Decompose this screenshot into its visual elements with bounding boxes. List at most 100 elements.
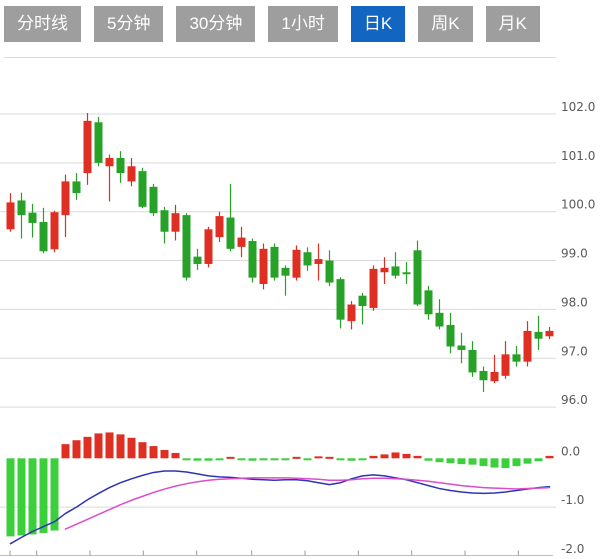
candle-body	[50, 212, 59, 250]
candle-body	[116, 157, 125, 174]
macd-axis-label: -2.0	[561, 542, 584, 556]
candle-body	[94, 122, 103, 163]
candle-body	[281, 267, 290, 276]
candle-body	[336, 279, 345, 320]
macd-bar	[226, 456, 235, 459]
candle-body	[325, 260, 334, 283]
macd-bar	[28, 458, 37, 535]
macd-bar	[160, 450, 169, 459]
tab-30min[interactable]: 30分钟	[176, 6, 256, 42]
macd-bar	[259, 458, 268, 461]
macd-bar	[457, 458, 466, 465]
macd-bar	[39, 458, 48, 533]
candle-body	[149, 186, 158, 214]
candle-body	[292, 249, 301, 278]
candle-body	[347, 304, 356, 322]
macd-bar	[424, 458, 433, 461]
macd-bar	[138, 442, 147, 459]
macd-bar	[468, 458, 477, 465]
macd-bar	[303, 458, 312, 461]
candle-body	[204, 229, 213, 264]
macd-bar	[358, 458, 367, 461]
tab-monthly-k[interactable]: 月K	[485, 6, 540, 42]
candle-body	[479, 370, 488, 381]
macd-bar	[248, 458, 257, 461]
macd-bar	[545, 455, 554, 459]
macd-bar	[50, 458, 59, 531]
candle-body	[6, 202, 15, 230]
macd-bar	[402, 453, 411, 459]
macd-dea-line	[64, 477, 551, 530]
candle-body	[413, 250, 422, 305]
macd-bar	[204, 458, 213, 461]
candle-body	[61, 181, 70, 216]
macd-bar	[270, 458, 279, 461]
candle-body	[490, 371, 499, 382]
macd-bar	[116, 434, 125, 459]
candle-body	[402, 272, 411, 275]
macd-bar	[534, 458, 543, 462]
candle-body	[215, 216, 224, 238]
macd-bar	[435, 458, 444, 463]
macd-bar	[490, 458, 499, 468]
macd-dif-line	[9, 470, 551, 545]
candle-body	[545, 330, 554, 337]
candle-body	[193, 256, 202, 264]
candle-body	[446, 325, 455, 347]
tab-time-sharing[interactable]: 分时线	[4, 6, 81, 42]
macd-bar	[171, 452, 180, 459]
macd-bar	[479, 458, 488, 467]
candle-body	[72, 181, 81, 194]
candle-body	[83, 120, 92, 174]
candle-body	[39, 221, 48, 252]
macd-bar	[292, 456, 301, 459]
candle-body	[160, 210, 169, 232]
macd-bar	[94, 433, 103, 459]
candle-body	[501, 354, 510, 376]
tab-5min[interactable]: 5分钟	[94, 6, 164, 42]
tab-daily-k[interactable]: 日K	[350, 6, 406, 42]
price-axis-label: 96.0	[561, 393, 588, 407]
tab-weekly-k[interactable]: 周K	[418, 6, 473, 42]
candle-body	[523, 330, 532, 362]
candle-body	[468, 349, 477, 373]
candle-body	[182, 215, 191, 278]
candle-body	[435, 312, 444, 327]
macd-bar	[17, 458, 26, 536]
candle-body	[314, 259, 323, 264]
candle-body	[127, 166, 136, 182]
price-axis-label: 101.0	[561, 149, 595, 163]
candle-body	[105, 157, 114, 167]
macd-bar	[6, 458, 15, 537]
macd-bar	[237, 458, 246, 461]
candle-body	[171, 213, 180, 232]
macd-bar	[347, 458, 356, 461]
candle-body	[237, 237, 246, 247]
price-axis-label: 100.0	[561, 198, 595, 212]
candle-body	[457, 345, 466, 350]
candle-body	[270, 246, 279, 278]
candle-body	[358, 295, 367, 306]
candle-body	[369, 268, 378, 308]
candle-body	[424, 290, 433, 315]
candle-body	[138, 171, 147, 207]
macd-bar	[380, 454, 389, 459]
macd-bar	[83, 436, 92, 459]
macd-bar	[72, 440, 81, 459]
macd-bar	[369, 455, 378, 459]
candle-body	[28, 212, 37, 223]
macd-bar	[61, 444, 70, 459]
price-axis-label: 99.0	[561, 247, 588, 261]
macd-bar	[127, 437, 136, 459]
macd-bar	[336, 458, 345, 461]
timeframe-tabbar: 分时线 5分钟 30分钟 1小时 日K 周K 月K	[4, 6, 540, 42]
macd-bar	[105, 432, 114, 459]
macd-bar	[512, 458, 521, 467]
macd-axis-label: -1.0	[561, 493, 584, 507]
macd-bar	[446, 458, 455, 464]
tab-1hour[interactable]: 1小时	[268, 6, 338, 42]
price-axis-label: 102.0	[561, 100, 595, 114]
candle-body	[226, 217, 235, 249]
candle-body	[303, 252, 312, 266]
